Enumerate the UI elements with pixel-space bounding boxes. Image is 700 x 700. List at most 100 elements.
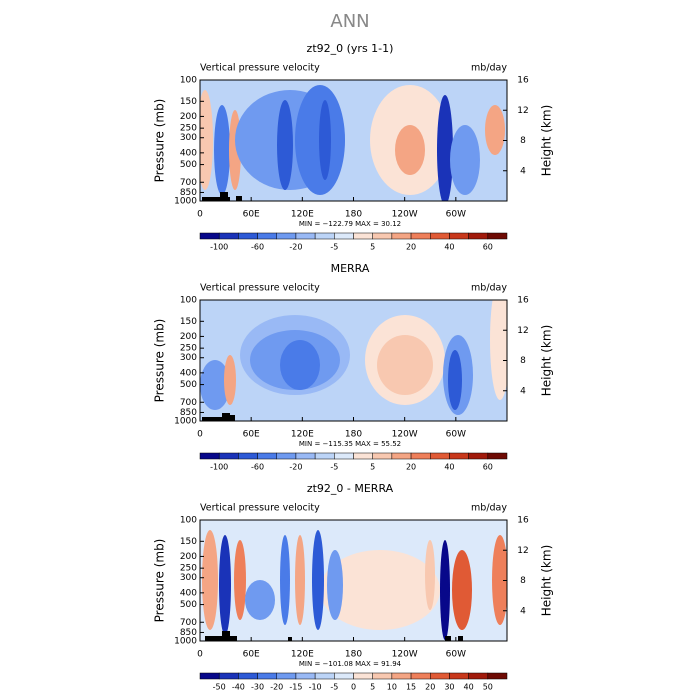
x-tick-label: 120E (291, 210, 314, 220)
colorbar-box (295, 232, 316, 240)
y-tick-label: 100 (180, 296, 197, 306)
topography (202, 417, 230, 421)
colorbar-label: -100 (210, 463, 228, 472)
colorbar-label: 20 (406, 463, 416, 472)
contour-region (395, 125, 425, 175)
colorbar-box (276, 672, 297, 680)
y2-tick-label: 16 (517, 296, 529, 306)
y-tick-label: 300 (180, 353, 197, 363)
contour-region (200, 90, 213, 190)
topography (230, 415, 235, 421)
y-tick-label: 100 (180, 516, 197, 526)
colorbar-box (468, 232, 489, 240)
colorbar-label: 40 (444, 463, 454, 472)
topography (458, 636, 463, 641)
colorbar-label: 50 (483, 683, 493, 692)
y2-tick-label: 4 (520, 386, 526, 396)
y-axis-label: Pressure (mb) (153, 319, 167, 403)
y2-axis-label: Height (km) (540, 105, 554, 176)
contour-region (234, 540, 246, 620)
contour-region (490, 300, 507, 400)
panel-title: MERRA (331, 262, 370, 275)
colorbar-box (199, 672, 220, 680)
y2-axis-label: Height (km) (540, 325, 554, 396)
y2-tick-label: 8 (520, 136, 526, 146)
contour-region (202, 530, 218, 630)
topography (236, 196, 242, 201)
panel-subtitle: Vertical pressure velocity (200, 63, 320, 74)
contour-field (200, 300, 507, 421)
x-tick-label: 180 (345, 430, 362, 440)
y-tick-label: 150 (180, 97, 197, 107)
contour-region (319, 100, 331, 180)
colorbar-box (410, 672, 431, 680)
x-tick-label: 120E (291, 650, 314, 660)
panel-units: mb/day (471, 283, 507, 294)
y-tick-label: 500 (180, 600, 197, 610)
y2-tick-label: 8 (520, 576, 526, 586)
y-tick-label: 700 (180, 398, 197, 408)
topography (222, 631, 230, 641)
x-tick-label: 0 (197, 650, 203, 660)
panel-subtitle: Vertical pressure velocity (200, 283, 320, 294)
colorbar-label: -40 (232, 683, 245, 692)
colorbar-label: -60 (251, 463, 264, 472)
contour-region (280, 535, 290, 625)
y-tick-label: 100 (180, 76, 197, 86)
x-tick-label: 0 (197, 210, 203, 220)
y-tick-label: 850 (180, 188, 197, 198)
colorbar-box (353, 452, 373, 460)
y-tick-label: 400 (180, 148, 197, 158)
colorbar-box (314, 232, 335, 240)
colorbar-label: -5 (330, 243, 338, 252)
y-tick-label: 1000 (174, 417, 197, 427)
colorbar-box (410, 452, 431, 460)
contour-field (200, 520, 507, 641)
colorbar-label: -20 (289, 463, 302, 472)
topography (220, 192, 228, 201)
x-tick-label: 60E (243, 650, 260, 660)
colorbar-box (238, 452, 258, 460)
y-tick-label: 1000 (174, 637, 197, 647)
colorbar-box (372, 672, 393, 680)
y-tick-label: 700 (180, 618, 197, 628)
contour-region (320, 550, 440, 630)
colorbar-label: -20 (270, 683, 283, 692)
x-tick-label: 60E (243, 210, 260, 220)
colorbar-label: 0 (351, 683, 356, 692)
contour-region (448, 350, 462, 410)
min-max: MIN = −115.35 MAX = 55.52 (299, 440, 401, 448)
colorbar-box (430, 452, 450, 460)
colorbar-box (391, 672, 412, 680)
contour-region (277, 100, 293, 190)
colorbar-label: -30 (251, 683, 264, 692)
panel-units: mb/day (471, 63, 507, 74)
contour-field (200, 80, 507, 201)
colorbar-box (199, 452, 220, 460)
topography (288, 637, 292, 641)
y2-tick-label: 8 (520, 356, 526, 366)
panel-title: zt92_0 - MERRA (307, 482, 394, 495)
colorbar-box (353, 232, 373, 240)
y-tick-label: 250 (180, 124, 197, 134)
contour-region (450, 125, 480, 195)
colorbar-box (334, 452, 354, 460)
y-tick-label: 400 (180, 588, 197, 598)
colorbar-box (199, 232, 220, 240)
colorbar-box (257, 232, 277, 240)
colorbar-box (430, 672, 450, 680)
x-tick-label: 120W (392, 430, 418, 440)
y-axis-label: Pressure (mb) (153, 539, 167, 623)
colorbar-box (218, 672, 239, 680)
contour-region (312, 530, 324, 630)
colorbar-label: -50 (213, 683, 226, 692)
colorbar-box (449, 232, 469, 240)
colorbar-box (218, 232, 239, 240)
panel-units: mb/day (471, 503, 507, 514)
colorbar-box (391, 232, 412, 240)
topography (222, 413, 230, 421)
y-tick-label: 250 (180, 344, 197, 354)
panel-title: zt92_0 (yrs 1-1) (307, 42, 394, 55)
colorbar-box (487, 452, 508, 460)
